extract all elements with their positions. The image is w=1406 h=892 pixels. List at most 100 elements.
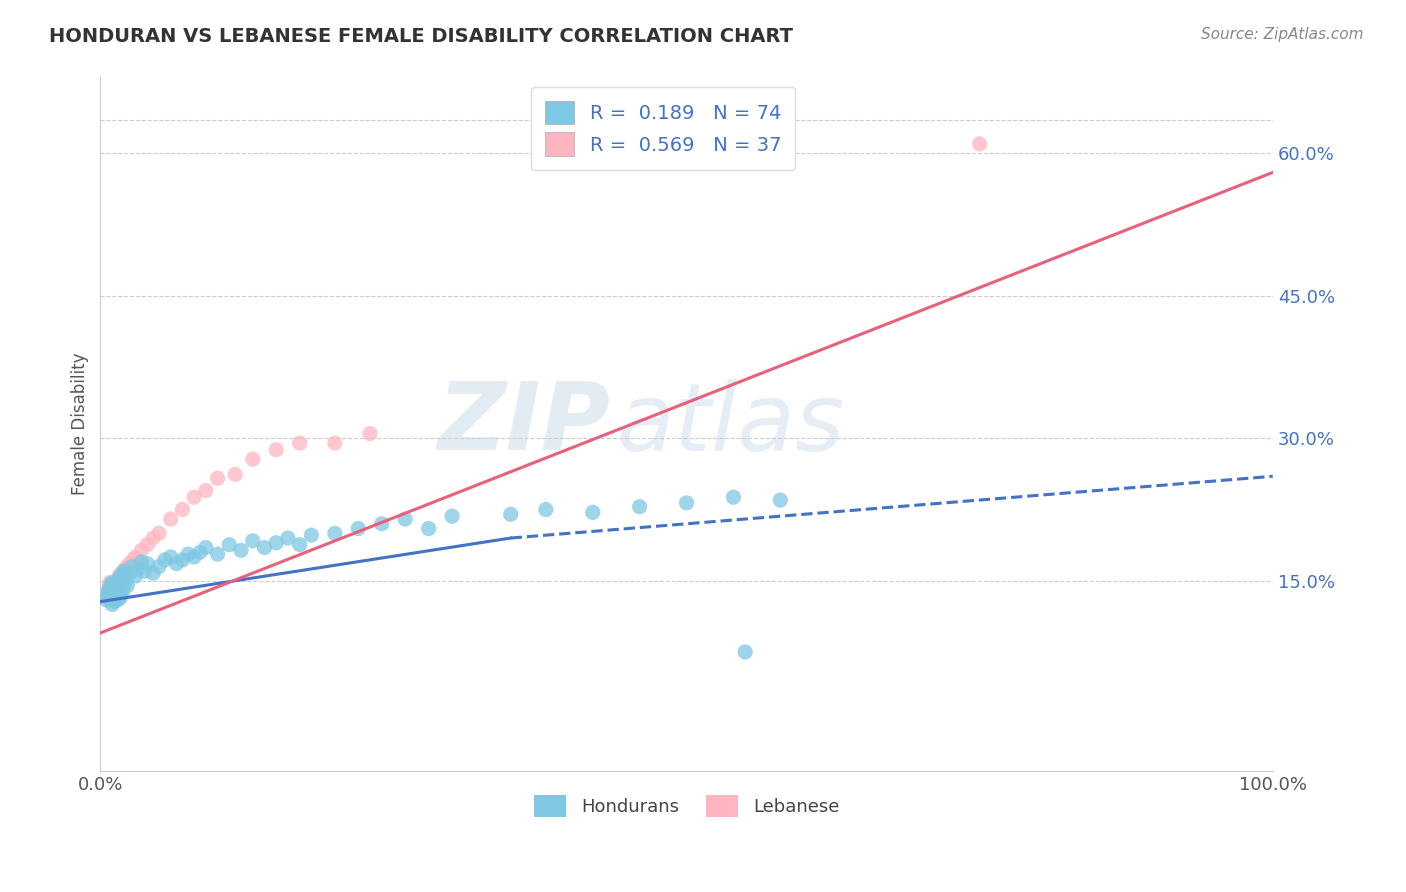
Point — [371, 516, 394, 531]
Point — [264, 535, 287, 549]
Point — [104, 591, 127, 605]
Point — [441, 509, 464, 524]
Point — [103, 594, 125, 608]
Point — [675, 496, 697, 510]
Point — [207, 471, 229, 485]
Point — [242, 533, 264, 548]
Point — [110, 566, 132, 581]
Text: atlas: atlas — [616, 378, 845, 469]
Text: HONDURAN VS LEBANESE FEMALE DISABILITY CORRELATION CHART: HONDURAN VS LEBANESE FEMALE DISABILITY C… — [49, 27, 793, 45]
Point — [136, 557, 159, 571]
Point — [124, 569, 146, 583]
Point — [103, 588, 125, 602]
Point — [103, 585, 125, 599]
Point — [117, 559, 139, 574]
Point — [188, 545, 211, 559]
Point — [207, 547, 229, 561]
Point — [108, 588, 131, 602]
Point — [114, 575, 136, 590]
Point — [110, 591, 132, 605]
Point — [110, 569, 132, 583]
Point — [134, 564, 156, 578]
Point — [107, 583, 129, 598]
Point — [121, 559, 143, 574]
Point — [122, 553, 145, 567]
Point — [107, 578, 129, 592]
Point — [97, 583, 120, 598]
Point — [118, 557, 141, 571]
Point — [97, 583, 120, 598]
Point — [172, 553, 194, 567]
Point — [224, 467, 246, 482]
Point — [101, 585, 124, 599]
Point — [101, 582, 124, 596]
Point — [229, 543, 252, 558]
Point — [96, 592, 118, 607]
Point — [101, 598, 124, 612]
Point — [582, 505, 605, 519]
Point — [359, 426, 381, 441]
Point — [153, 553, 176, 567]
Point — [104, 582, 127, 596]
Point — [105, 578, 128, 592]
Point — [108, 575, 131, 590]
Point — [159, 549, 181, 564]
Point — [288, 436, 311, 450]
Point — [100, 578, 122, 592]
Point — [969, 136, 991, 151]
Point — [98, 578, 121, 592]
Point — [218, 538, 240, 552]
Point — [418, 522, 440, 536]
Point — [323, 526, 346, 541]
Point — [103, 583, 125, 598]
Point — [323, 436, 346, 450]
Point — [148, 526, 170, 541]
Point — [111, 572, 134, 586]
Text: Source: ZipAtlas.com: Source: ZipAtlas.com — [1201, 27, 1364, 42]
Point — [394, 512, 416, 526]
Point — [288, 538, 311, 552]
Point — [96, 588, 118, 602]
Point — [104, 582, 127, 596]
Point — [194, 483, 217, 498]
Point — [105, 588, 128, 602]
Point — [124, 549, 146, 564]
Point — [108, 569, 131, 583]
Point — [96, 592, 118, 607]
Point — [734, 645, 756, 659]
Point — [723, 490, 745, 504]
Point — [628, 500, 651, 514]
Point — [534, 502, 557, 516]
Point — [242, 452, 264, 467]
Y-axis label: Female Disability: Female Disability — [72, 353, 89, 495]
Point — [110, 569, 132, 583]
Point — [101, 582, 124, 596]
Point — [100, 588, 122, 602]
Point — [136, 538, 159, 552]
Point — [103, 578, 125, 592]
Point — [142, 566, 165, 581]
Point — [166, 557, 188, 571]
Point — [98, 588, 121, 602]
Point — [118, 566, 141, 581]
Point — [769, 493, 792, 508]
Point — [142, 531, 165, 545]
Point — [159, 512, 181, 526]
Point — [107, 592, 129, 607]
Point — [100, 592, 122, 607]
Point — [98, 575, 121, 590]
Point — [277, 531, 299, 545]
Point — [127, 562, 149, 576]
Point — [103, 575, 125, 590]
Point — [111, 585, 134, 599]
Text: ZIP: ZIP — [437, 378, 610, 470]
Point — [264, 442, 287, 457]
Point — [112, 578, 135, 592]
Point — [131, 543, 153, 558]
Point — [112, 564, 135, 578]
Point — [499, 508, 522, 522]
Point — [194, 541, 217, 555]
Point — [299, 528, 322, 542]
Point — [101, 575, 124, 590]
Point — [115, 566, 138, 581]
